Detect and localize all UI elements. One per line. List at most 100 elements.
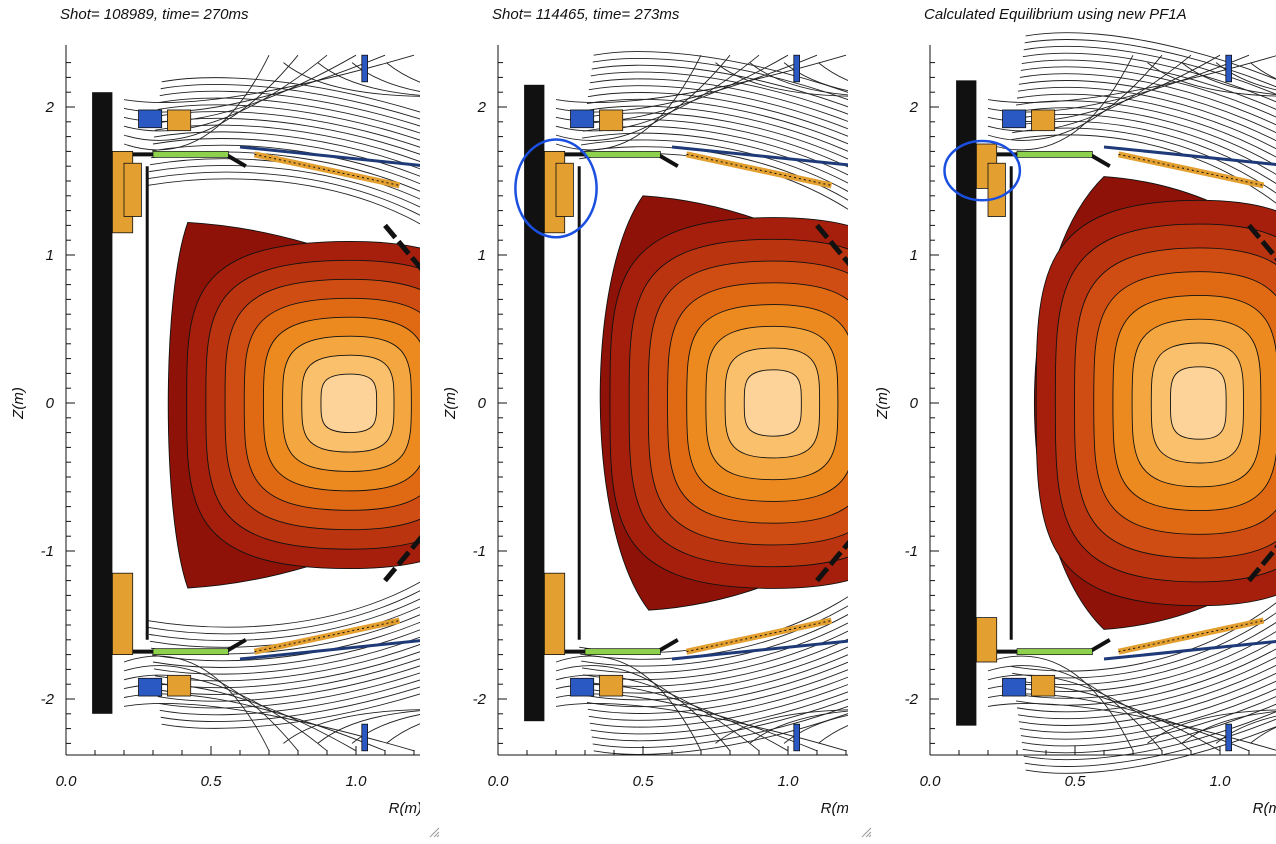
flux-line xyxy=(161,77,420,729)
flux-line xyxy=(1020,66,1276,740)
flux-line xyxy=(1147,709,1276,744)
pf-coil xyxy=(1225,723,1232,752)
resize-grip-icon[interactable] xyxy=(428,826,440,838)
pf-coil xyxy=(138,677,163,697)
flux-line xyxy=(123,655,270,751)
flux-line xyxy=(1181,711,1276,744)
y-tick-label: 2 xyxy=(477,99,487,116)
flux-line xyxy=(1215,715,1276,744)
flux-line xyxy=(160,84,420,722)
divertor-plate xyxy=(152,648,229,656)
y-axis-label: Z(m) xyxy=(10,387,27,420)
flux-line xyxy=(147,178,420,628)
flux-line xyxy=(150,151,420,655)
y-tick-label: 0 xyxy=(910,395,919,412)
flux-line xyxy=(582,126,848,680)
y-tick-label: -2 xyxy=(41,691,55,708)
flux-line xyxy=(1147,62,1276,97)
flux-line xyxy=(715,62,848,97)
y-axis-label: Z(m) xyxy=(442,387,459,420)
y-tick-label: 1 xyxy=(910,247,918,264)
plasma-contours xyxy=(167,221,420,589)
flux-line xyxy=(555,54,731,141)
y-tick-label: -2 xyxy=(905,691,919,708)
y-tick-label: 0 xyxy=(46,395,55,412)
flux-line xyxy=(386,62,420,83)
divertor-tiles xyxy=(253,617,401,655)
x-tick-label: 0.0 xyxy=(56,773,78,790)
flux-line xyxy=(317,62,420,96)
axes xyxy=(65,45,420,756)
flux-line xyxy=(351,714,420,744)
plasma-contours xyxy=(1033,176,1276,630)
central-solenoid xyxy=(524,84,545,722)
divertor-tiles xyxy=(685,151,833,189)
pf1a-coil xyxy=(112,150,134,656)
flux-line xyxy=(283,62,420,97)
pf-coil xyxy=(361,723,368,752)
flux-line xyxy=(555,55,702,151)
divertor-plate xyxy=(584,648,661,656)
panel-title: Shot= 108989, time= 270ms xyxy=(60,6,249,23)
flux-line xyxy=(123,55,270,151)
flux-line xyxy=(148,171,420,635)
divertor-plate xyxy=(152,151,229,158)
flux-line xyxy=(555,54,760,132)
y-axis-label: Z(m) xyxy=(874,387,891,420)
flux-line xyxy=(818,724,848,744)
x-axis-label: R(m) xyxy=(389,800,420,817)
equilibrium-panel: Shot= 114465, time= 273ms0.00.51.01.52.0… xyxy=(428,0,848,844)
flux-line xyxy=(153,131,420,675)
pf1a-coil xyxy=(544,150,566,656)
flux-line xyxy=(818,62,848,82)
x-tick-label: 0.5 xyxy=(201,773,223,790)
pf-coil xyxy=(793,54,800,83)
flux-line xyxy=(749,62,848,96)
pf-coil xyxy=(599,674,624,697)
x-axis-label: R(m) xyxy=(821,800,848,817)
flux-line xyxy=(588,85,848,721)
passive-plates xyxy=(1247,223,1276,583)
flux-line xyxy=(783,714,848,744)
y-tick-label: 2 xyxy=(909,99,919,116)
x-tick-label: 0.0 xyxy=(488,773,510,790)
flux-line xyxy=(1014,107,1276,699)
flux-line xyxy=(582,132,848,674)
flux-line xyxy=(159,90,420,716)
flux-line xyxy=(583,119,848,687)
flux-line xyxy=(1014,114,1276,692)
flux-line xyxy=(749,710,848,744)
flux-line xyxy=(1021,59,1276,747)
pf-coil xyxy=(1002,109,1027,129)
flux-line xyxy=(580,146,848,660)
flux-line xyxy=(593,51,848,755)
flux-line xyxy=(555,674,760,752)
flux-line xyxy=(317,710,420,744)
flux-line xyxy=(783,62,848,92)
passive-plates xyxy=(383,223,420,583)
pf-coil xyxy=(555,162,574,217)
flux-line xyxy=(555,665,731,752)
pf-coil xyxy=(361,54,368,83)
central-solenoid xyxy=(956,80,977,726)
flux-line xyxy=(1025,32,1276,774)
pf-coil xyxy=(599,109,624,132)
flux-line xyxy=(123,674,328,752)
flux-line xyxy=(592,58,848,748)
flux-line xyxy=(586,98,848,708)
flux-line xyxy=(1012,127,1276,679)
panel-title: Calculated Equilibrium using new PF1A xyxy=(924,6,1187,23)
divertor-plate xyxy=(1016,648,1093,656)
flux-line xyxy=(987,665,1163,752)
pf-coil xyxy=(987,162,1006,217)
flux-line xyxy=(386,723,420,744)
resize-grip-icon[interactable] xyxy=(860,826,872,838)
divertor-plate xyxy=(584,151,661,158)
flux-line xyxy=(158,97,420,709)
x-tick-label: 1.0 xyxy=(778,773,800,790)
flux-surface xyxy=(320,373,378,434)
flux-line xyxy=(1250,726,1276,744)
flux-line xyxy=(590,71,848,735)
